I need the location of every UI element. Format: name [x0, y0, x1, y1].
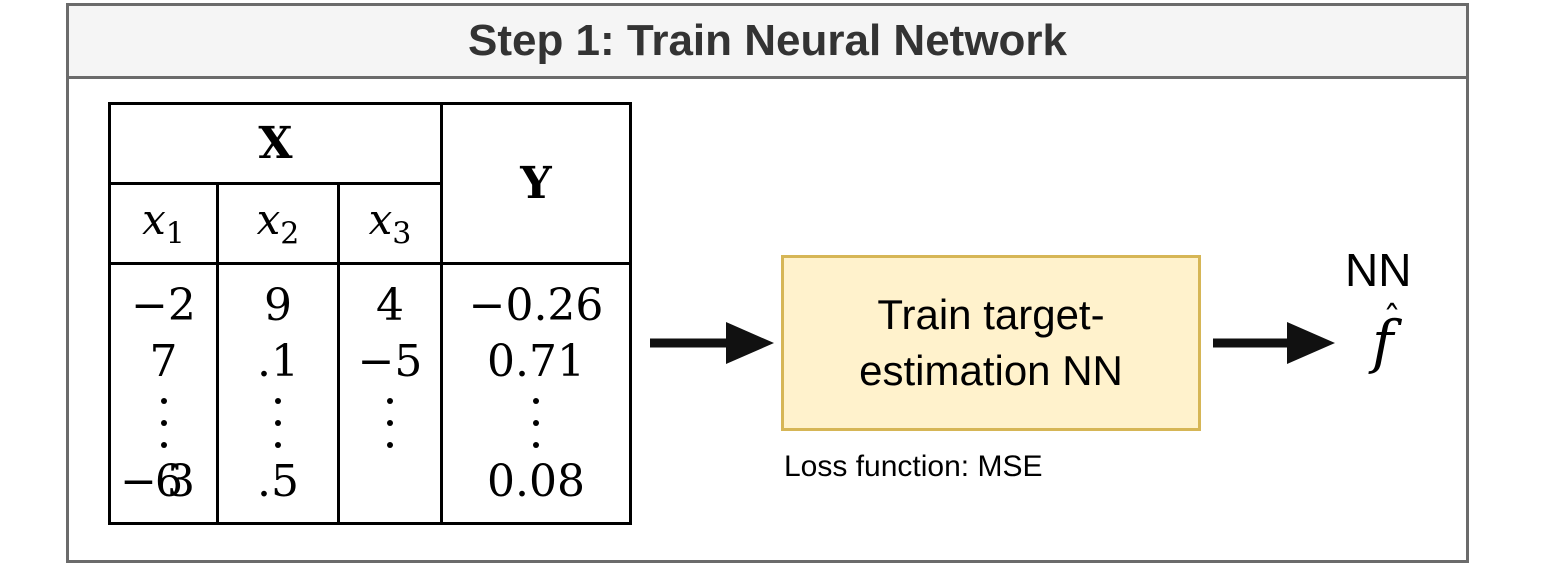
training-data-table: [108, 102, 632, 525]
table-cell: −0.26: [468, 280, 604, 331]
frame-header: Step 1: Train Neural Network: [69, 6, 1466, 79]
process-label-line2: estimation NN: [859, 347, 1123, 394]
step1-frame: Step 1: Train Neural Network: [66, 3, 1469, 563]
loss-function-label: Loss function: MSE: [784, 450, 1043, 483]
y-label: Y: [520, 158, 552, 209]
table-line-col1: [216, 182, 219, 525]
table-cell-last: 0.08: [487, 456, 585, 507]
table-cell: 7: [149, 336, 178, 387]
feature-label: x3: [368, 195, 412, 252]
table-line-header-divider: [108, 262, 632, 265]
output-nn-label: NN: [1345, 244, 1412, 296]
arrow-right-icon: [650, 322, 774, 364]
column-x3-values: 4 −5: [340, 278, 440, 454]
vertical-ellipsis-icon: [275, 398, 281, 448]
table-cell: −5: [357, 336, 423, 387]
train-nn-box: Train target- estimation NN: [781, 255, 1201, 431]
column-x1-values: −2 7 −63: [111, 278, 216, 510]
vertical-ellipsis-icon: [387, 398, 393, 448]
column-x2-values: 9 .1 .5: [219, 278, 337, 510]
x-group-header: X: [111, 105, 440, 182]
y-header: Y: [443, 105, 629, 262]
step-title: Step 1: Train Neural Network: [467, 16, 1068, 65]
vertical-ellipsis-icon: [533, 398, 539, 448]
table-line-x-subheader: [108, 182, 443, 185]
feature-label: x2: [256, 195, 300, 252]
table-line-col2: [337, 182, 340, 525]
feature-header-x1: x1: [111, 185, 216, 262]
table-cell: 0.71: [487, 336, 585, 387]
column-y-values: −0.26 0.71 0.08: [443, 278, 629, 510]
feature-label: x1: [142, 195, 185, 252]
process-label-line1: Train target-: [877, 291, 1105, 338]
arrow-right-icon: [1213, 322, 1335, 364]
feature-header-x2: x2: [219, 185, 337, 262]
table-cell: 9: [264, 280, 292, 331]
table-cell: 4: [376, 280, 404, 331]
feature-header-x3: x3: [340, 185, 440, 262]
table-cell-last: .5: [257, 456, 299, 507]
table-cell: .1: [257, 336, 299, 387]
table-cell-last: −63: [120, 456, 195, 507]
f-hat-symbol: f: [1372, 308, 1394, 376]
table-line-y-divider: [440, 102, 443, 525]
table-cell: −2: [131, 280, 196, 331]
hat-accent: ˆ: [1383, 300, 1401, 341]
x-group-label: X: [258, 118, 293, 169]
vertical-ellipsis-icon: [160, 398, 167, 448]
